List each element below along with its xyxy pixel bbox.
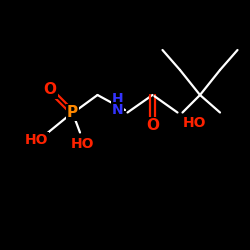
Text: H: H xyxy=(112,92,123,106)
Text: O: O xyxy=(44,82,57,98)
Text: N: N xyxy=(112,103,123,117)
Text: O: O xyxy=(146,118,159,133)
Text: HO: HO xyxy=(71,137,94,151)
Text: P: P xyxy=(67,105,78,120)
Text: HO: HO xyxy=(24,133,48,147)
Text: HO: HO xyxy=(183,116,207,130)
